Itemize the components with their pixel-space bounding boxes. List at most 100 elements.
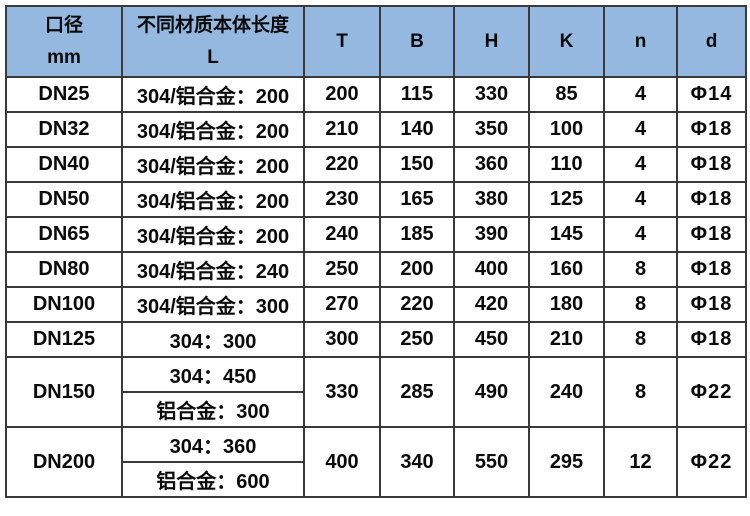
cell-t: 240: [303, 216, 381, 253]
header-cell-h: H: [453, 5, 530, 78]
cell-dn: DN150: [5, 356, 123, 428]
header-cell-d: d: [676, 5, 747, 78]
cell-k: 100: [528, 111, 605, 148]
cell-b: 165: [379, 181, 455, 218]
cell-dn: DN100: [5, 286, 123, 323]
cell-l: 304/铝合金：200: [121, 146, 305, 183]
header-cell-b: B: [379, 5, 455, 78]
cell-b: 115: [379, 76, 455, 113]
cell-n: 4: [603, 111, 678, 148]
cell-n: 8: [603, 286, 678, 323]
table-row-dn125: DN125 304：300 300 250 450 210 8 Φ18: [5, 321, 747, 358]
cell-d: Φ22: [676, 426, 747, 498]
cell-d: Φ22: [676, 356, 747, 428]
cell-t: 210: [303, 111, 381, 148]
cell-b: 220: [379, 286, 455, 323]
header-row: 口径 mm 不同材质本体长度 L T B H K n d: [5, 5, 747, 78]
cell-n: 8: [603, 251, 678, 288]
table-row-dn200: DN200 304：360 400 340 550 295 12 Φ22: [5, 426, 747, 498]
cell-l: 304/铝合金：240: [121, 251, 305, 288]
cell-k: 180: [528, 286, 605, 323]
table-row-dn100: DN100 304/铝合金：300 270 220 420 180 8 Φ18: [5, 286, 747, 323]
cell-l-304: 304：360: [121, 426, 305, 463]
header-cell-n: n: [603, 5, 678, 78]
cell-l: 304/铝合金：200: [121, 216, 305, 253]
cell-h: 350: [453, 111, 530, 148]
cell-l-alloy: 铝合金：600: [121, 461, 305, 498]
cell-dn: DN200: [5, 426, 123, 498]
cell-l: 304/铝合金：200: [121, 181, 305, 218]
cell-t: 270: [303, 286, 381, 323]
cell-t: 300: [303, 321, 381, 358]
cell-t: 400: [303, 426, 381, 498]
cell-h: 450: [453, 321, 530, 358]
table-row-dn40: DN40 304/铝合金：200 220 150 360 110 4 Φ18: [5, 146, 747, 183]
cell-dn: DN50: [5, 181, 123, 218]
cell-d: Φ18: [676, 111, 747, 148]
cell-b: 340: [379, 426, 455, 498]
cell-d: Φ18: [676, 181, 747, 218]
cell-d: Φ14: [676, 76, 747, 113]
cell-k: 295: [528, 426, 605, 498]
cell-l: 304/铝合金：200: [121, 76, 305, 113]
cell-dn: DN65: [5, 216, 123, 253]
cell-k: 85: [528, 76, 605, 113]
cell-h: 420: [453, 286, 530, 323]
cell-n: 4: [603, 76, 678, 113]
cell-d: Φ18: [676, 216, 747, 253]
header-cell-diameter: 口径 mm: [5, 5, 123, 78]
header-cell-length: 不同材质本体长度 L: [121, 5, 305, 78]
cell-h: 330: [453, 76, 530, 113]
cell-h: 380: [453, 181, 530, 218]
cell-dn: DN125: [5, 321, 123, 358]
cell-dn: DN25: [5, 76, 123, 113]
cell-d: Φ18: [676, 321, 747, 358]
cell-n: 8: [603, 321, 678, 358]
cell-k: 125: [528, 181, 605, 218]
cell-k: 210: [528, 321, 605, 358]
cell-t: 200: [303, 76, 381, 113]
table-row-dn25: DN25 304/铝合金：200 200 115 330 85 4 Φ14: [5, 76, 747, 113]
header-cell-k: K: [528, 5, 605, 78]
cell-b: 250: [379, 321, 455, 358]
cell-b: 185: [379, 216, 455, 253]
cell-d: Φ18: [676, 251, 747, 288]
table-row-dn80: DN80 304/铝合金：240 250 200 400 160 8 Φ18: [5, 251, 747, 288]
cell-dn: DN32: [5, 111, 123, 148]
spec-table: 口径 mm 不同材质本体长度 L T B H K n d DN25 304/铝合…: [5, 5, 747, 498]
header-cell-t: T: [303, 5, 381, 78]
cell-d: Φ18: [676, 146, 747, 183]
cell-n: 4: [603, 216, 678, 253]
cell-t: 330: [303, 356, 381, 428]
cell-dn: DN80: [5, 251, 123, 288]
table-row-dn50: DN50 304/铝合金：200 230 165 380 125 4 Φ18: [5, 181, 747, 218]
cell-l: 304：300: [121, 321, 305, 358]
cell-dn: DN40: [5, 146, 123, 183]
cell-l-304: 304：450: [121, 356, 305, 393]
cell-h: 490: [453, 356, 530, 428]
table-row-dn150-sub: 铝合金：300: [6, 391, 746, 428]
cell-d: Φ18: [676, 286, 747, 323]
cell-k: 145: [528, 216, 605, 253]
cell-l: 304/铝合金：200: [121, 111, 305, 148]
cell-n: 4: [603, 181, 678, 218]
cell-h: 550: [453, 426, 530, 498]
cell-b: 140: [379, 111, 455, 148]
cell-n: 4: [603, 146, 678, 183]
cell-l: 304/铝合金：300: [121, 286, 305, 323]
cell-t: 250: [303, 251, 381, 288]
cell-k: 110: [528, 146, 605, 183]
cell-h: 400: [453, 251, 530, 288]
cell-k: 240: [528, 356, 605, 428]
cell-n: 12: [603, 426, 678, 498]
table-row-dn200-sub: 铝合金：600: [6, 461, 746, 498]
cell-h: 360: [453, 146, 530, 183]
cell-b: 150: [379, 146, 455, 183]
table-row-dn150: DN150 304：450 330 285 490 240 8 Φ22: [5, 356, 747, 428]
table-row-dn65: DN65 304/铝合金：200 240 185 390 145 4 Φ18: [5, 216, 747, 253]
cell-b: 200: [379, 251, 455, 288]
cell-l-alloy: 铝合金：300: [121, 391, 305, 428]
cell-n: 8: [603, 356, 678, 428]
cell-t: 220: [303, 146, 381, 183]
